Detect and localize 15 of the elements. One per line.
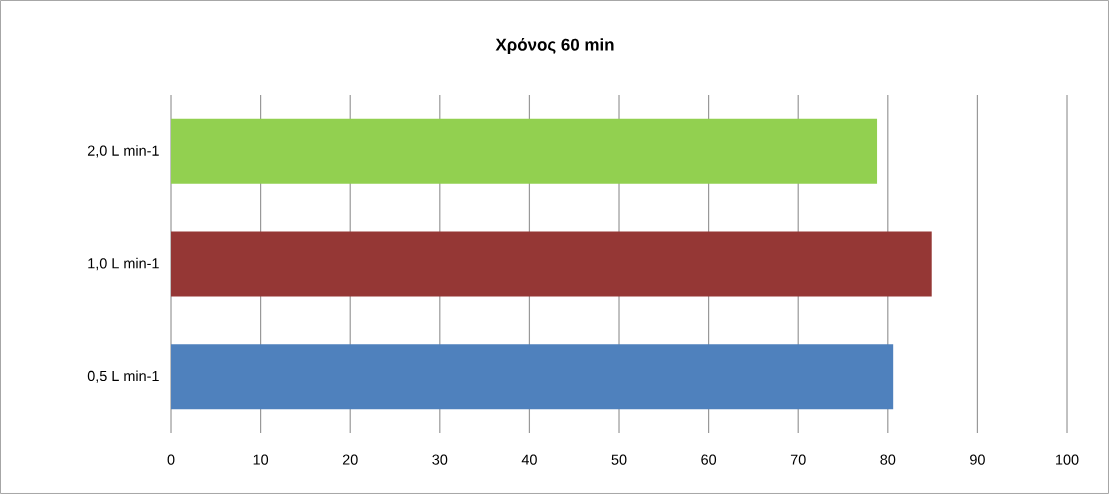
- x-tick-label: 90: [970, 454, 985, 465]
- x-tick-label: 80: [880, 454, 896, 465]
- x-tick-label: 20: [342, 454, 358, 465]
- x-tick-label: 60: [701, 454, 717, 465]
- x-tick-label: 10: [253, 454, 269, 465]
- x-tick-label: 30: [432, 454, 448, 465]
- y-tick-label: 1,0 L min-1: [88, 257, 159, 271]
- y-tick-label: 0,5 L min-1: [87, 370, 159, 383]
- x-tick-label: 100: [1056, 454, 1079, 465]
- x-tick-label: 0: [167, 454, 175, 465]
- chart-title: Χρόνος 60 min: [495, 38, 614, 54]
- x-tick-label: 50: [611, 454, 627, 465]
- x-tick-label: 40: [521, 454, 537, 465]
- x-tick-label: 70: [790, 454, 806, 465]
- y-tick-label: 2,0 L min-1: [87, 145, 159, 158]
